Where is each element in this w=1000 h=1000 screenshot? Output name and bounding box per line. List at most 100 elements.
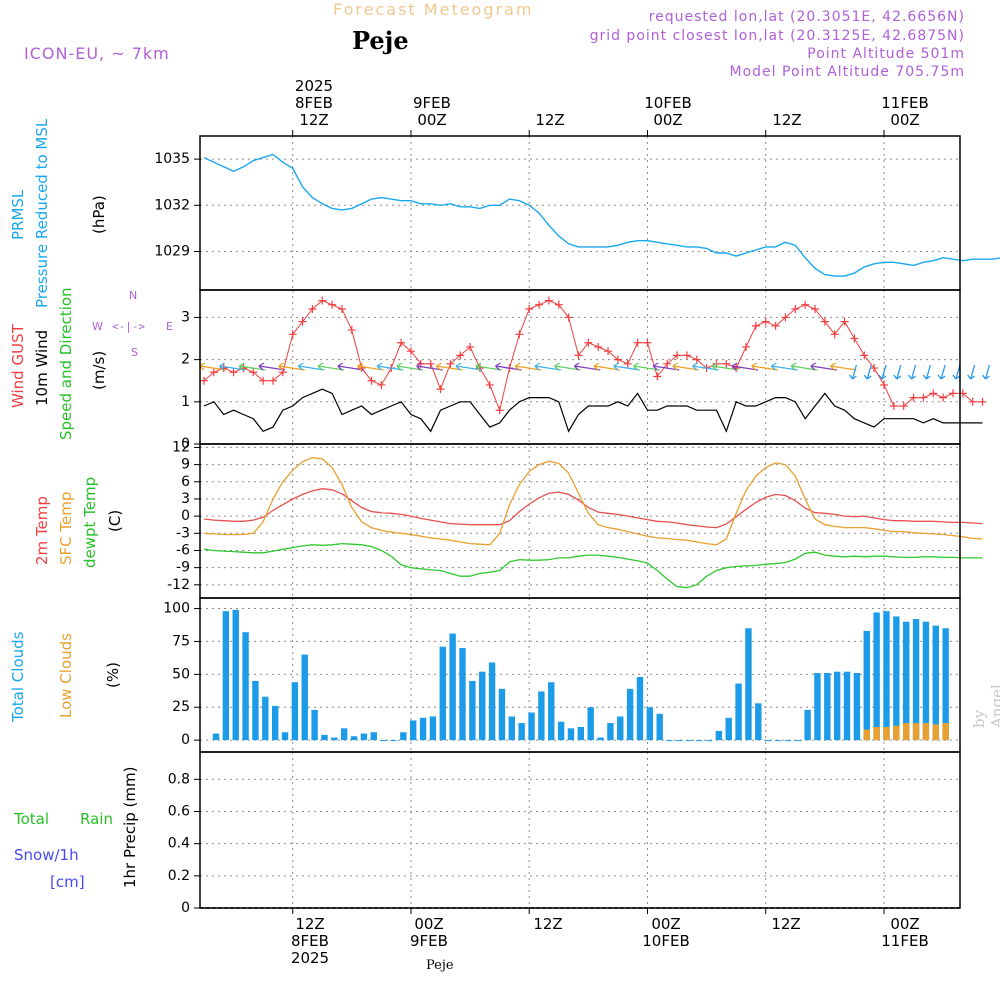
wind-arrowhead [357, 362, 363, 371]
wind-arrowhead [652, 362, 659, 371]
gust-marker [673, 351, 682, 360]
gust-marker [594, 342, 603, 351]
wind-arrowhead [810, 362, 817, 371]
wind-arrow [940, 364, 946, 380]
total-cloud-bar [222, 611, 230, 741]
total-cloud-bar [843, 671, 851, 741]
location-title: Peje [352, 26, 409, 55]
total-cloud-bar [301, 654, 308, 741]
wind-arrow [810, 365, 837, 371]
temp-sfc-line [203, 457, 983, 546]
wind-arrow [377, 365, 404, 371]
wind-arrowhead [672, 362, 679, 371]
total-cloud-bar [212, 733, 220, 741]
total-cloud-bar [833, 671, 841, 741]
total-cloud-bar [764, 740, 772, 742]
total-cloud-bar [321, 734, 328, 741]
total-cloud-bar [360, 733, 368, 741]
wind-arrowhead [219, 362, 225, 371]
total-cloud-bar [548, 682, 555, 741]
wind-arrowhead [830, 362, 836, 371]
gust-marker [584, 338, 593, 347]
total-cloud-bar [281, 732, 289, 741]
total-cloud-bar [567, 728, 575, 741]
footer-location: Peje [426, 958, 454, 973]
total-cloud-bar [469, 680, 476, 741]
gust-marker [268, 376, 277, 385]
gust-marker [919, 393, 928, 402]
total-cloud-bar [449, 633, 456, 741]
total-cloud-bar [814, 673, 821, 741]
panel-frame [199, 751, 961, 909]
total-cloud-bar [410, 720, 417, 741]
total-cloud-bar [291, 682, 299, 741]
total-cloud-bar [577, 726, 585, 741]
gust-marker [682, 351, 691, 360]
wind-arrow [455, 365, 483, 371]
total-cloud-bar [903, 621, 910, 741]
y-tick-label: 0.4 [168, 836, 190, 852]
wind-arrow [672, 365, 699, 371]
total-cloud-bar [587, 707, 594, 741]
total-cloud-bar [380, 740, 387, 742]
wind-arrowhead [475, 362, 482, 371]
total-cloud-bar [439, 646, 446, 741]
gust-marker [406, 347, 415, 356]
wind-arrow [896, 364, 902, 380]
wind-arrowhead [337, 362, 344, 371]
wind-arrowhead [278, 362, 285, 371]
total-cloud-bar [656, 713, 663, 741]
total-cloud-bar [922, 621, 930, 741]
y-tick-label: 100 [163, 601, 190, 617]
wind-arrow [593, 365, 621, 371]
top-time-label: 10FEB 00Z [644, 94, 692, 129]
y-tick-label: 12 [172, 439, 190, 455]
total-cloud-bar [725, 717, 732, 741]
gust-marker [249, 368, 258, 377]
gust-marker [347, 326, 356, 335]
y-tick-label: 1032 [154, 197, 190, 213]
wind-arrow [515, 365, 542, 371]
gust-marker [535, 300, 544, 309]
wind-arrowhead [554, 362, 560, 371]
wind-arrowhead [967, 374, 976, 380]
total-cloud-bar [636, 676, 644, 741]
y-tick-label: -12 [167, 577, 190, 593]
compass-w: W [92, 320, 103, 333]
wind-arrowhead [376, 362, 383, 371]
wind-arrow [258, 365, 286, 371]
wind-arrowhead [908, 374, 916, 380]
wind-arrow [574, 365, 601, 371]
total-cloud-bar [242, 632, 249, 741]
wind-arrowhead [317, 362, 324, 371]
gust-marker [663, 359, 672, 368]
wind-arrow [712, 365, 739, 371]
wind-arrowhead [981, 374, 990, 380]
wind-arrow [318, 365, 345, 371]
gust-marker [722, 359, 731, 368]
gust-marker [899, 402, 908, 411]
wind-arrow [416, 365, 443, 371]
gust-marker [397, 338, 406, 347]
wind-arrow [278, 365, 305, 371]
wind-gust-line [203, 299, 983, 412]
wind-arrowhead [455, 362, 462, 371]
y-tick-label: 0.8 [168, 771, 190, 787]
total-cloud-bar [626, 688, 634, 741]
total-cloud-bar [538, 691, 545, 741]
total-cloud-bar [459, 648, 466, 741]
gust-marker [820, 317, 829, 326]
wind-arrowhead [863, 374, 872, 380]
gust-marker [771, 321, 780, 330]
wind-arrowhead [613, 362, 620, 371]
gust-marker [229, 368, 238, 377]
gust-marker [633, 338, 642, 347]
wind-arrow [830, 365, 857, 371]
gust-marker [495, 406, 504, 415]
gust-marker [485, 380, 494, 389]
total-cloud-bar [686, 740, 693, 742]
wind-arrowhead [258, 362, 265, 371]
bottom-time-label: 00Z 10FEB [642, 915, 690, 950]
gust-marker [328, 300, 337, 309]
gust-marker [308, 304, 317, 313]
